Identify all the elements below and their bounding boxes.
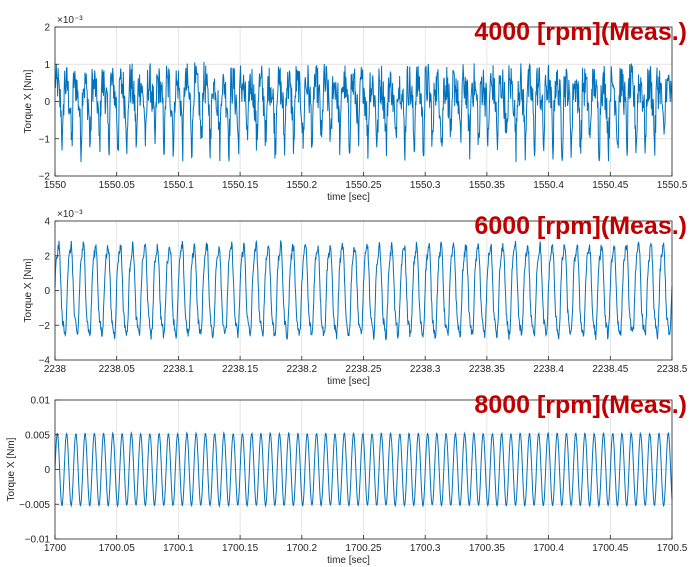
y-tick-label: 0	[44, 286, 50, 297]
rpm-annotation: 6000 [rpm](Meas.)	[474, 212, 687, 240]
series-line	[54, 239, 673, 341]
y-tick-label: −2	[39, 172, 51, 183]
x-tick-label: 2238.45	[592, 364, 629, 375]
x-axis-label: time [sec]	[327, 555, 370, 566]
y-tick-label: −2	[39, 321, 51, 332]
x-tick-label: 1700.2	[287, 543, 318, 554]
y-axis-label: Torque X [Nm]	[23, 258, 34, 322]
x-tick-label: 1700.4	[533, 543, 564, 554]
x-tick-label: 1550.2	[287, 180, 318, 191]
y-tick-label: 2	[44, 251, 50, 262]
x-tick-label: 1550.35	[469, 180, 506, 191]
x-tick-label: 2238	[44, 364, 67, 375]
x-tick-label: 1550.15	[222, 180, 259, 191]
rpm-annotation: 4000 [rpm](Meas.)	[474, 18, 687, 46]
y-exponent-label: ×10⁻³	[57, 15, 83, 26]
y-tick-label: 0.01	[31, 396, 51, 407]
chart-panel-3: 1700 1700.05 1700.1 1700.15 1700.2 1700.25 170…	[6, 391, 688, 566]
x-tick-label: 1550.3	[410, 180, 441, 191]
x-tick-label: 1700.5	[657, 543, 688, 554]
chart-panel-2: 2238 2238.05 2238.1 2238.15 2238.2 2238.25 223…	[23, 209, 688, 387]
x-tick-label: 1550.4	[533, 180, 564, 191]
rpm-annotation: 8000 [rpm](Meas.)	[474, 391, 687, 419]
x-tick-label: 1700.3	[410, 543, 441, 554]
x-tick-label: 2238.3	[410, 364, 441, 375]
x-tick-label: 1700.05	[99, 543, 136, 554]
x-tick-label: 2238.5	[657, 364, 688, 375]
x-tick-label: 1700.15	[222, 543, 259, 554]
y-tick-label: −0.01	[25, 535, 51, 546]
x-tick-label: 1550	[44, 180, 67, 191]
x-tick-label: 1700.35	[469, 543, 506, 554]
x-tick-label: 1700	[44, 543, 67, 554]
x-tick-label: 1550.45	[592, 180, 629, 191]
x-tick-label: 1700.45	[592, 543, 629, 554]
x-tick-label: 1550.05	[99, 180, 136, 191]
x-tick-label: 2238.35	[469, 364, 506, 375]
chart-panel-1: 1550 1550.05 1550.1 1550.15 1550.2 1550.25 155…	[23, 15, 688, 203]
x-tick-label: 1550.1	[163, 180, 194, 191]
y-exponent-label: ×10⁻³	[57, 209, 83, 220]
series-line	[54, 431, 673, 509]
x-tick-label: 1700.1	[163, 543, 194, 554]
y-axis-label: Torque X [Nm]	[23, 69, 34, 133]
y-tick-label: 0	[44, 97, 50, 108]
x-tick-label: 1550.25	[345, 180, 382, 191]
y-tick-label: 0.005	[25, 430, 50, 441]
y-tick-label: 1	[44, 60, 50, 71]
x-tick-label: 2238.2	[287, 364, 318, 375]
x-axis-label: time [sec]	[327, 192, 370, 203]
x-axis-label: time [sec]	[327, 376, 370, 387]
y-tick-label: 0	[44, 465, 50, 476]
y-tick-label: 4	[44, 217, 50, 228]
x-tick-label: 2238.25	[345, 364, 382, 375]
x-tick-label: 2238.1	[163, 364, 194, 375]
x-tick-label: 2238.4	[533, 364, 564, 375]
y-tick-label: −1	[39, 134, 51, 145]
series-line	[54, 61, 673, 163]
x-tick-label: 2238.05	[99, 364, 136, 375]
x-tick-label: 1700.25	[345, 543, 382, 554]
y-axis-label: Torque X [Nm]	[6, 437, 17, 501]
x-tick-label: 1550.5	[657, 180, 688, 191]
y-tick-label: 2	[44, 23, 50, 34]
y-tick-label: −0.005	[19, 500, 50, 511]
x-tick-label: 2238.15	[222, 364, 259, 375]
y-tick-label: −4	[39, 356, 51, 367]
